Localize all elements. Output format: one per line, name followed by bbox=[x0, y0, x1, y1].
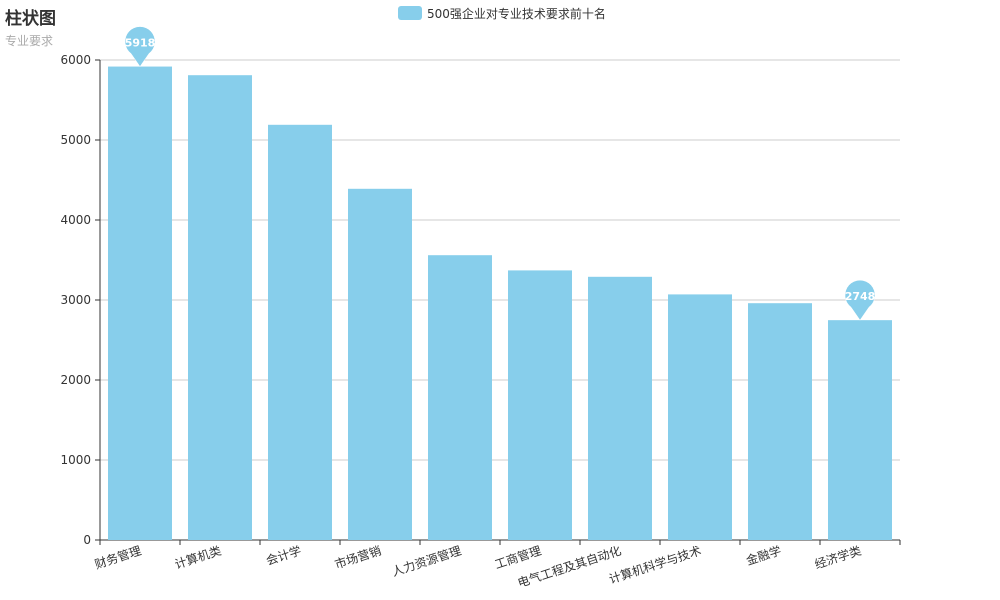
legend-swatch bbox=[398, 6, 422, 20]
max-min-markers: 5918 2748 bbox=[124, 26, 876, 321]
x-tick-label: 计算机类 bbox=[173, 543, 223, 572]
bar[interactable] bbox=[348, 188, 412, 541]
bar[interactable] bbox=[588, 276, 652, 540]
x-tick-label: 计算机科学与技术 bbox=[607, 543, 703, 587]
bar[interactable] bbox=[748, 303, 812, 540]
y-tick-label: 1000 bbox=[60, 453, 91, 467]
x-tick-label: 金融学 bbox=[744, 543, 783, 568]
bar[interactable] bbox=[828, 320, 892, 540]
marker-pin[interactable] bbox=[124, 26, 156, 67]
y-tick-label: 4000 bbox=[60, 213, 91, 227]
chart-subtitle: 专业要求 bbox=[5, 34, 54, 48]
y-tick-label: 6000 bbox=[60, 53, 91, 67]
marker-label: 2748 bbox=[845, 290, 876, 303]
x-axis: 财务管理 计算机类 会计学 市场营销 人力资源管理 工商管理电气工程及其自动化计算机科学与… bbox=[93, 539, 901, 590]
x-tick-label: 人力资源管理 bbox=[390, 543, 463, 580]
x-tick-label: 市场营销 bbox=[333, 543, 383, 572]
y-tick-label: 2000 bbox=[60, 373, 91, 387]
bar[interactable] bbox=[428, 255, 492, 540]
marker-label: 5918 bbox=[125, 37, 156, 50]
bar[interactable] bbox=[108, 66, 172, 540]
bars bbox=[108, 66, 892, 541]
y-tick-label: 0 bbox=[83, 533, 91, 547]
y-tick-label: 5000 bbox=[60, 133, 91, 147]
bar[interactable] bbox=[508, 270, 572, 540]
x-tick-label: 经济学类 bbox=[813, 543, 863, 572]
y-tick-label: 3000 bbox=[60, 293, 91, 307]
legend-label: 500强企业对专业技术要求前十名 bbox=[427, 6, 606, 21]
legend-item[interactable]: 500强企业对专业技术要求前十名 bbox=[398, 5, 606, 21]
marker-pin[interactable] bbox=[844, 279, 876, 321]
bar[interactable] bbox=[268, 124, 332, 541]
x-tick-label: 财务管理 bbox=[93, 543, 143, 572]
x-tick-label: 工商管理 bbox=[493, 543, 543, 572]
x-tick-label: 会计学 bbox=[264, 543, 303, 568]
chart-title: 柱状图 bbox=[5, 9, 56, 29]
bar[interactable] bbox=[668, 294, 732, 540]
bar[interactable] bbox=[188, 75, 252, 540]
y-axis: 0 1000 2000 3000 4000 5000 6000 bbox=[60, 53, 101, 547]
